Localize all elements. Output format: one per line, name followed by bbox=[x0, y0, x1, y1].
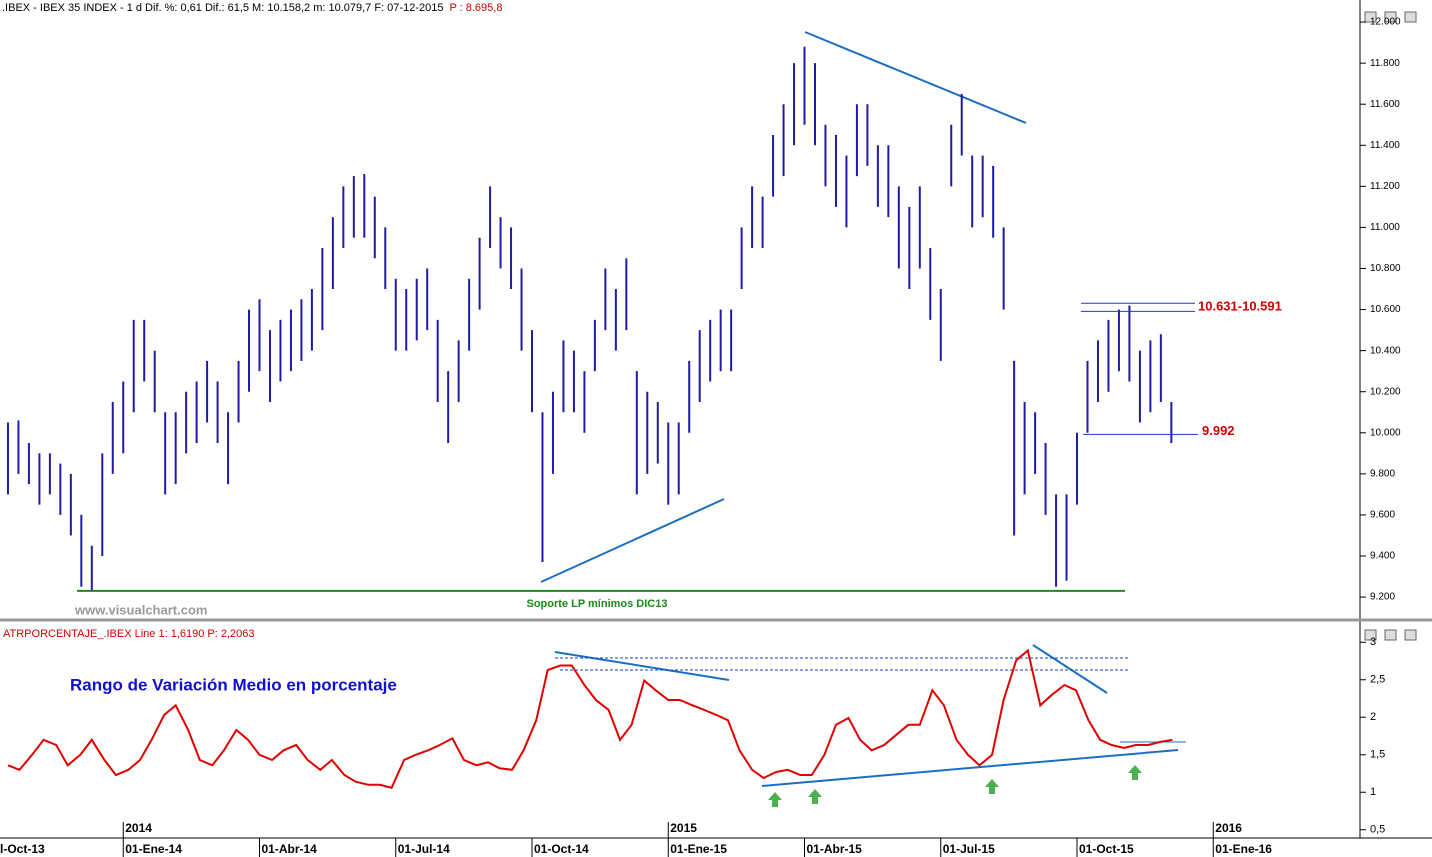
y-tick-label: 11.800 bbox=[1370, 58, 1400, 69]
atr-subtitle: Rango de Variación Medio en porcentaje bbox=[70, 675, 397, 694]
y-tick-label: 9.600 bbox=[1370, 510, 1395, 521]
y-tick-label: 11.200 bbox=[1370, 181, 1400, 192]
atr-line bbox=[7, 648, 1173, 789]
y-tick-label: 11.600 bbox=[1370, 99, 1400, 110]
button[interactable] bbox=[1404, 629, 1417, 641]
y-tick-label: 10.200 bbox=[1370, 386, 1401, 397]
dotted-levels bbox=[555, 657, 1130, 671]
x-tick-label: 01-Abr-15 bbox=[807, 842, 863, 856]
y-tick-label: 11.400 bbox=[1370, 140, 1400, 151]
y-tick-label: 2,5 bbox=[1370, 674, 1385, 686]
trendline bbox=[540, 498, 725, 583]
year-tick-label: 2016 bbox=[1215, 821, 1242, 835]
arrows bbox=[768, 765, 1142, 807]
button[interactable] bbox=[1384, 11, 1397, 23]
header-title: .IBEX - IBEX 35 INDEX - 1 d Dif. %: 0,61… bbox=[2, 2, 443, 14]
y-tick-label: 9.800 bbox=[1370, 469, 1395, 480]
year-tick-label: 2015 bbox=[670, 821, 697, 835]
arrow-up bbox=[985, 779, 999, 794]
trendline bbox=[761, 749, 1179, 787]
arrow-up bbox=[808, 789, 822, 804]
header-price: P : 8.695,8 bbox=[449, 2, 502, 14]
x-tick-label: l-Oct-13 bbox=[0, 842, 45, 856]
year-tick-label: 2014 bbox=[125, 821, 152, 835]
level-label: 9.992 bbox=[1202, 423, 1235, 438]
y-tick-label: 9.400 bbox=[1370, 551, 1395, 562]
y-tick-label: 10.400 bbox=[1370, 345, 1401, 356]
atr-title: ATRPORCENTAJE_.IBEX Line 1: 1,6190 P: 2,… bbox=[3, 628, 255, 640]
resistance-label: 10.631-10.591 bbox=[1198, 299, 1282, 314]
x-tick-label: 01-Ene-14 bbox=[125, 842, 182, 856]
button[interactable] bbox=[1384, 629, 1397, 641]
y-tick-label: 12.000 bbox=[1370, 17, 1401, 28]
arrow-up bbox=[768, 792, 782, 807]
y-tick-label: 1,5 bbox=[1370, 749, 1385, 761]
header-text: .IBEX - IBEX 35 INDEX - 1 d Dif. %: 0,61… bbox=[2, 2, 502, 14]
x-tick-label: 01-Ene-16 bbox=[1215, 842, 1272, 856]
x-tick-label: 01-Jul-15 bbox=[943, 842, 995, 856]
button[interactable] bbox=[1404, 11, 1417, 23]
button[interactable] bbox=[1364, 11, 1377, 23]
watermark: www.visualchart.com bbox=[74, 602, 207, 617]
trendline bbox=[804, 31, 1027, 124]
x-tick-label: 01-Abr-14 bbox=[262, 842, 318, 856]
y-tick-label: 3 bbox=[1370, 636, 1376, 648]
window-buttons[interactable] bbox=[1364, 11, 1417, 641]
trendline bbox=[1032, 644, 1108, 694]
x-tick-label: 01-Ene-15 bbox=[670, 842, 727, 856]
y-tick-label: 0,5 bbox=[1370, 824, 1385, 836]
y-tick-label: 9.200 bbox=[1370, 592, 1395, 603]
trendlines bbox=[540, 31, 1179, 787]
y-tick-label: 10.600 bbox=[1370, 304, 1401, 315]
x-tick-label: 01-Oct-14 bbox=[534, 842, 589, 856]
y-tick-label: 10.800 bbox=[1370, 263, 1401, 274]
y-tick-label: 10.000 bbox=[1370, 427, 1401, 438]
y-tick-label: 2 bbox=[1370, 711, 1376, 723]
button[interactable] bbox=[1364, 629, 1377, 641]
support-label: Soporte LP mínimos DIC13 bbox=[527, 598, 668, 610]
arrow-up bbox=[1128, 765, 1142, 780]
x-tick-label: 01-Oct-15 bbox=[1079, 842, 1134, 856]
x-tick-label: 01-Jul-14 bbox=[398, 842, 450, 856]
y-tick-label: 1 bbox=[1370, 786, 1376, 798]
y-tick-label: 11.000 bbox=[1370, 222, 1400, 233]
trendline bbox=[554, 651, 730, 681]
